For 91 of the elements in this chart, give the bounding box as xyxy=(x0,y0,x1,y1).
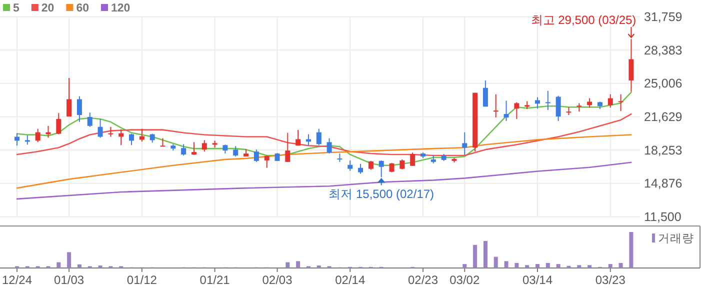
x-tick-label: 01/03 xyxy=(54,273,84,287)
candlestick xyxy=(535,96,540,110)
x-tick-label: 01/21 xyxy=(200,273,230,287)
candlestick xyxy=(181,144,186,156)
line-series xyxy=(16,162,632,200)
bar xyxy=(618,262,623,268)
bar xyxy=(494,256,498,268)
x-tick-label: 02/03 xyxy=(262,273,293,287)
candlestick xyxy=(76,96,82,122)
x-tick-label: 02/14 xyxy=(335,273,366,287)
candlestick xyxy=(400,158,405,170)
candlestick xyxy=(108,126,114,138)
candlestick xyxy=(98,118,103,138)
candlestick xyxy=(618,94,624,112)
line-series xyxy=(16,92,632,166)
bar xyxy=(629,232,634,268)
x-tick-label: 03/23 xyxy=(595,273,626,287)
candlestick xyxy=(264,154,270,168)
candlestick xyxy=(285,132,290,162)
x-tick-label: 02/23 xyxy=(408,273,438,287)
candlestick xyxy=(326,138,332,154)
candlestick xyxy=(628,38,634,92)
candlestick xyxy=(493,94,498,118)
legend-label: 120 xyxy=(111,2,130,14)
candlestick xyxy=(306,134,311,146)
candlestick xyxy=(66,77,72,117)
x-tick-label: 12/24 xyxy=(2,273,32,287)
bar xyxy=(514,262,519,268)
legend-label: 5 xyxy=(13,2,20,14)
candlestick xyxy=(587,98,592,108)
bar xyxy=(67,252,72,268)
candlestick xyxy=(514,102,520,120)
legend-label: 거래량 xyxy=(658,233,694,245)
bar xyxy=(473,244,478,268)
bar xyxy=(98,265,102,268)
candlestick xyxy=(410,152,416,166)
bar xyxy=(546,262,550,268)
y-tick-label: 21,629 xyxy=(644,110,682,124)
candlestick xyxy=(129,133,134,146)
y-tick-label: 14,876 xyxy=(644,176,682,191)
candlestick xyxy=(24,134,30,146)
candlestick xyxy=(191,142,196,156)
x-tick-label: 01/12 xyxy=(126,273,158,287)
annotation: 최저 15,500 (02/17) xyxy=(328,187,434,202)
bar xyxy=(525,265,530,268)
candlestick xyxy=(358,163,364,174)
legend-label: 60 xyxy=(76,2,89,14)
candlestick xyxy=(46,125,51,138)
candlestick xyxy=(316,128,322,146)
y-tick-label: 25,006 xyxy=(644,76,682,91)
candlestick xyxy=(545,90,550,111)
candlestick xyxy=(14,132,20,146)
bar xyxy=(56,262,61,268)
bar xyxy=(77,264,82,268)
candlestick xyxy=(56,112,62,135)
bar xyxy=(504,261,508,268)
bar xyxy=(588,265,592,268)
candlestick xyxy=(348,160,353,172)
line-series xyxy=(16,134,632,189)
y-tick-label: 31,759 xyxy=(644,10,682,24)
candlestick xyxy=(233,146,238,157)
candlestick xyxy=(139,128,144,142)
legend-label: 20 xyxy=(41,2,54,14)
bar xyxy=(483,241,488,268)
bar xyxy=(296,261,300,268)
bar xyxy=(316,265,321,268)
candlestick xyxy=(296,129,301,146)
candlestick xyxy=(202,140,207,152)
bar xyxy=(556,264,560,268)
candlestick xyxy=(556,95,561,122)
candlestick xyxy=(504,100,509,122)
y-tick-label: 11,500 xyxy=(644,210,682,224)
candlestick xyxy=(254,149,259,162)
bar xyxy=(462,264,467,268)
bar xyxy=(286,262,290,268)
candlestick xyxy=(35,128,40,143)
y-tick-label: 28,383 xyxy=(644,43,682,58)
bar xyxy=(536,264,540,268)
annotation: 최고 29,500 (03/25) xyxy=(530,13,636,27)
y-tick-label: 18,253 xyxy=(644,143,682,158)
line-series xyxy=(16,113,632,156)
candlestick xyxy=(608,94,613,108)
candlestick xyxy=(462,132,468,156)
candlestick xyxy=(482,80,488,108)
x-tick-label: 03/14 xyxy=(522,273,553,287)
x-tick-label: 03/02 xyxy=(450,273,480,287)
candlestick xyxy=(87,112,92,128)
bar xyxy=(577,265,582,268)
candlestick xyxy=(389,162,394,173)
bar xyxy=(608,264,612,268)
candlestick xyxy=(378,160,384,178)
